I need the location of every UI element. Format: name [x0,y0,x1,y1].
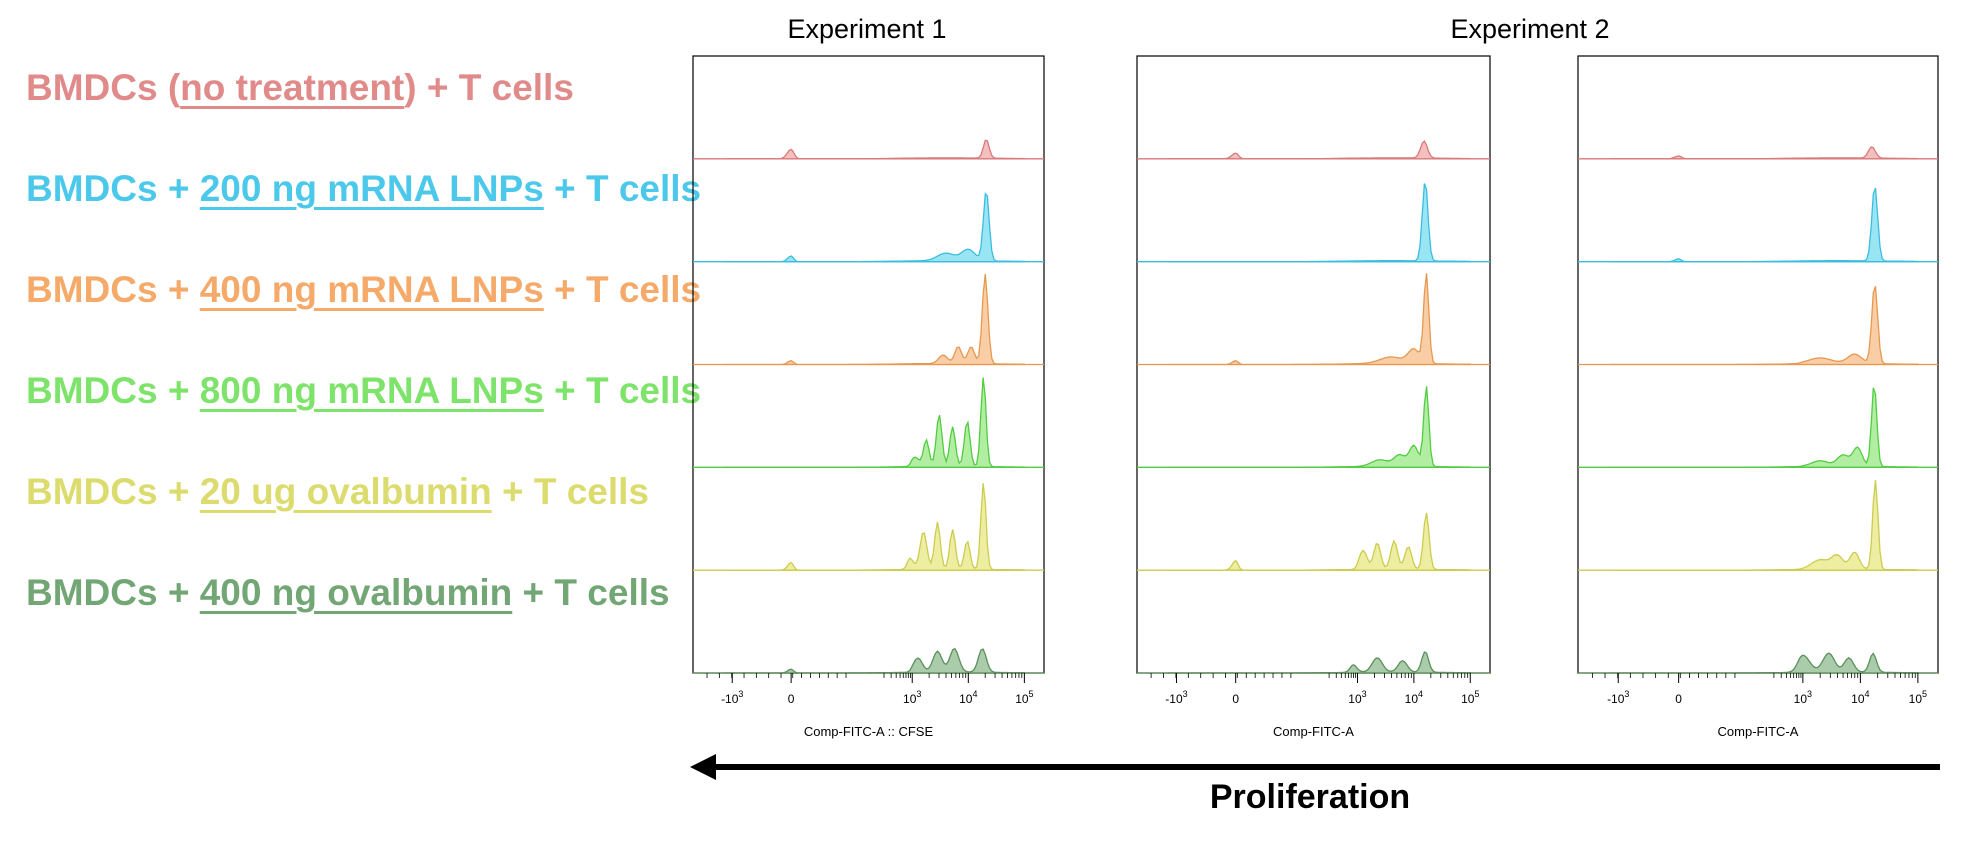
tick-label: 104 [1851,689,1869,706]
histogram-area [723,377,1026,468]
tick-label: 0 [1232,692,1239,706]
legend-row-prefix: BMDCs + [26,168,200,209]
legend-row-treatment: 20 ug ovalbumin [199,471,492,512]
proliferation-label: Proliferation [1209,778,1411,816]
tick-label: 0 [788,692,795,706]
histogram-area [723,273,1026,366]
legend-row-suffix: + T cells [543,168,702,209]
legend-row-prefix: BMDCs + [26,572,200,613]
legend-row-treatment: no treatment [180,67,405,108]
legend-row: BMDCs (no treatment) + T cells [26,66,574,110]
histogram-area [1609,652,1919,674]
experiment-2-title: Experiment 2 [1450,14,1610,44]
legend-row-suffix: ) + T cells [404,67,574,108]
histogram-area [723,647,1026,674]
legend-row-treatment: 400 ng mRNA LNPs [199,269,544,310]
histogram-area [723,192,1026,263]
histogram-area [1168,512,1471,571]
histogram-area [1609,187,1919,263]
legend-row-prefix: BMDCs + [26,370,200,411]
histogram-area [1609,286,1919,366]
x-axis-label: Comp-FITC-A [1718,724,1799,739]
histogram-area [1609,146,1919,160]
legend-row: BMDCs + 200 ng mRNA LNPs + T cells [26,167,701,211]
x-axis-label: Comp-FITC-A [1273,724,1354,739]
tick-label: 105 [1015,689,1033,706]
tick-label: 103 [1794,689,1812,706]
legend-row: BMDCs + 400 ng ovalbumin + T cells [26,571,670,615]
tick-label: 0 [1675,692,1682,706]
tick-label: -103 [1607,689,1629,706]
tick-label: 105 [1461,689,1479,706]
histogram-area [1168,140,1471,160]
tick-label: 103 [1348,689,1366,706]
legend-row-treatment: 800 ng mRNA LNPs [199,370,544,411]
histogram-area [1168,183,1471,263]
legend-row-suffix: + T cells [543,269,702,310]
tick-label: 104 [1405,689,1423,706]
histogram-area [1168,386,1471,468]
tick-label: -103 [1165,689,1187,706]
tick-label: 105 [1909,689,1927,706]
histogram-area [723,483,1026,571]
legend-row-suffix: + T cells [491,471,650,512]
legend-row-prefix: BMDCs ( [26,67,181,108]
histogram-area [1168,651,1471,674]
proliferation-arrow-head [690,754,716,780]
histogram-area [1609,479,1919,571]
legend-row: BMDCs + 800 ng mRNA LNPs + T cells [26,369,701,413]
tick-label: 103 [903,689,921,706]
legend-row: BMDCs + 20 ug ovalbumin + T cells [26,470,649,514]
x-axis-label: Comp-FITC-A :: CFSE [804,724,934,739]
histogram-area [723,139,1026,160]
legend-row-treatment: 400 ng ovalbumin [199,572,513,613]
tick-label: -103 [721,689,743,706]
histogram-area [1168,273,1471,366]
legend-row-suffix: + T cells [543,370,702,411]
legend-row-prefix: BMDCs + [26,471,200,512]
legend-row-treatment: 200 ng mRNA LNPs [199,168,544,209]
legend-row-suffix: + T cells [512,572,670,613]
experiment-1-title: Experiment 1 [787,14,947,44]
legend-row: BMDCs + 400 ng mRNA LNPs + T cells [26,268,701,312]
legend-row-prefix: BMDCs + [26,269,200,310]
tick-label: 104 [959,689,977,706]
histogram-area [1609,387,1919,468]
